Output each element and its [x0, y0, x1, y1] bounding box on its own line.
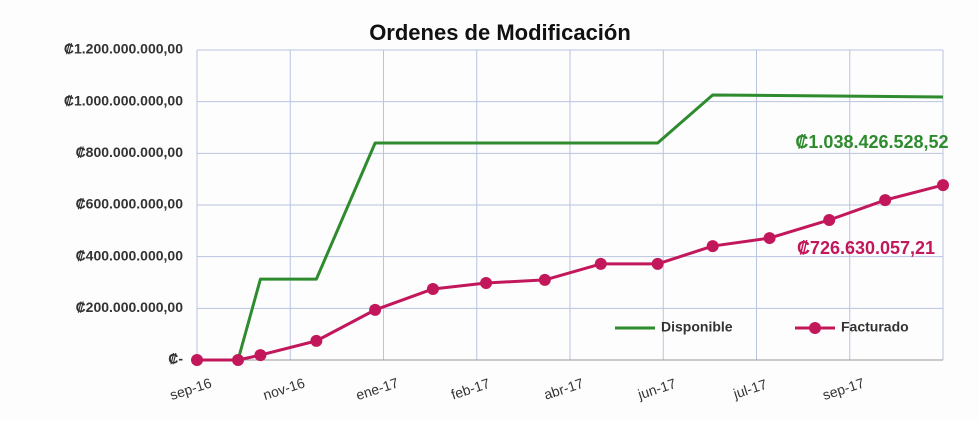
- y-tick-label: ₡800.000.000,00: [76, 144, 184, 160]
- point-marker: [763, 232, 776, 245]
- point-marker: [480, 277, 493, 290]
- y-tick-label: ₡1.000.000.000,00: [64, 92, 183, 108]
- point-marker: [937, 179, 949, 192]
- point-marker: [191, 354, 203, 366]
- series-line: [197, 93, 944, 362]
- chart-title: Ordenes de Modificación: [369, 20, 631, 45]
- annotation: ₡1.038.426.528,52: [795, 132, 948, 152]
- point-marker: [310, 334, 323, 347]
- y-tick-label: ₡600.000.000,00: [76, 196, 184, 212]
- point-marker: [879, 194, 892, 207]
- point-marker: [369, 303, 382, 316]
- y-tick-label: ₡-: [168, 351, 183, 367]
- y-tick-label: ₡200.000.000,00: [76, 299, 184, 315]
- point-marker: [232, 354, 245, 366]
- point-marker: [651, 257, 664, 270]
- y-tick-label: ₡400.000.000,00: [76, 247, 184, 263]
- point-marker: [254, 349, 267, 362]
- legend-label: Disponible: [661, 319, 733, 335]
- point-marker: [823, 213, 836, 226]
- point-marker: [426, 282, 439, 295]
- legend-label: Facturado: [841, 319, 909, 335]
- point-marker: [594, 257, 607, 270]
- legend-marker: [809, 322, 821, 334]
- y-tick-label: ₡1.200.000.000,00: [64, 41, 183, 57]
- annotation: ₡726.630.057,21: [797, 238, 935, 258]
- point-marker: [538, 273, 551, 286]
- point-marker: [706, 240, 719, 253]
